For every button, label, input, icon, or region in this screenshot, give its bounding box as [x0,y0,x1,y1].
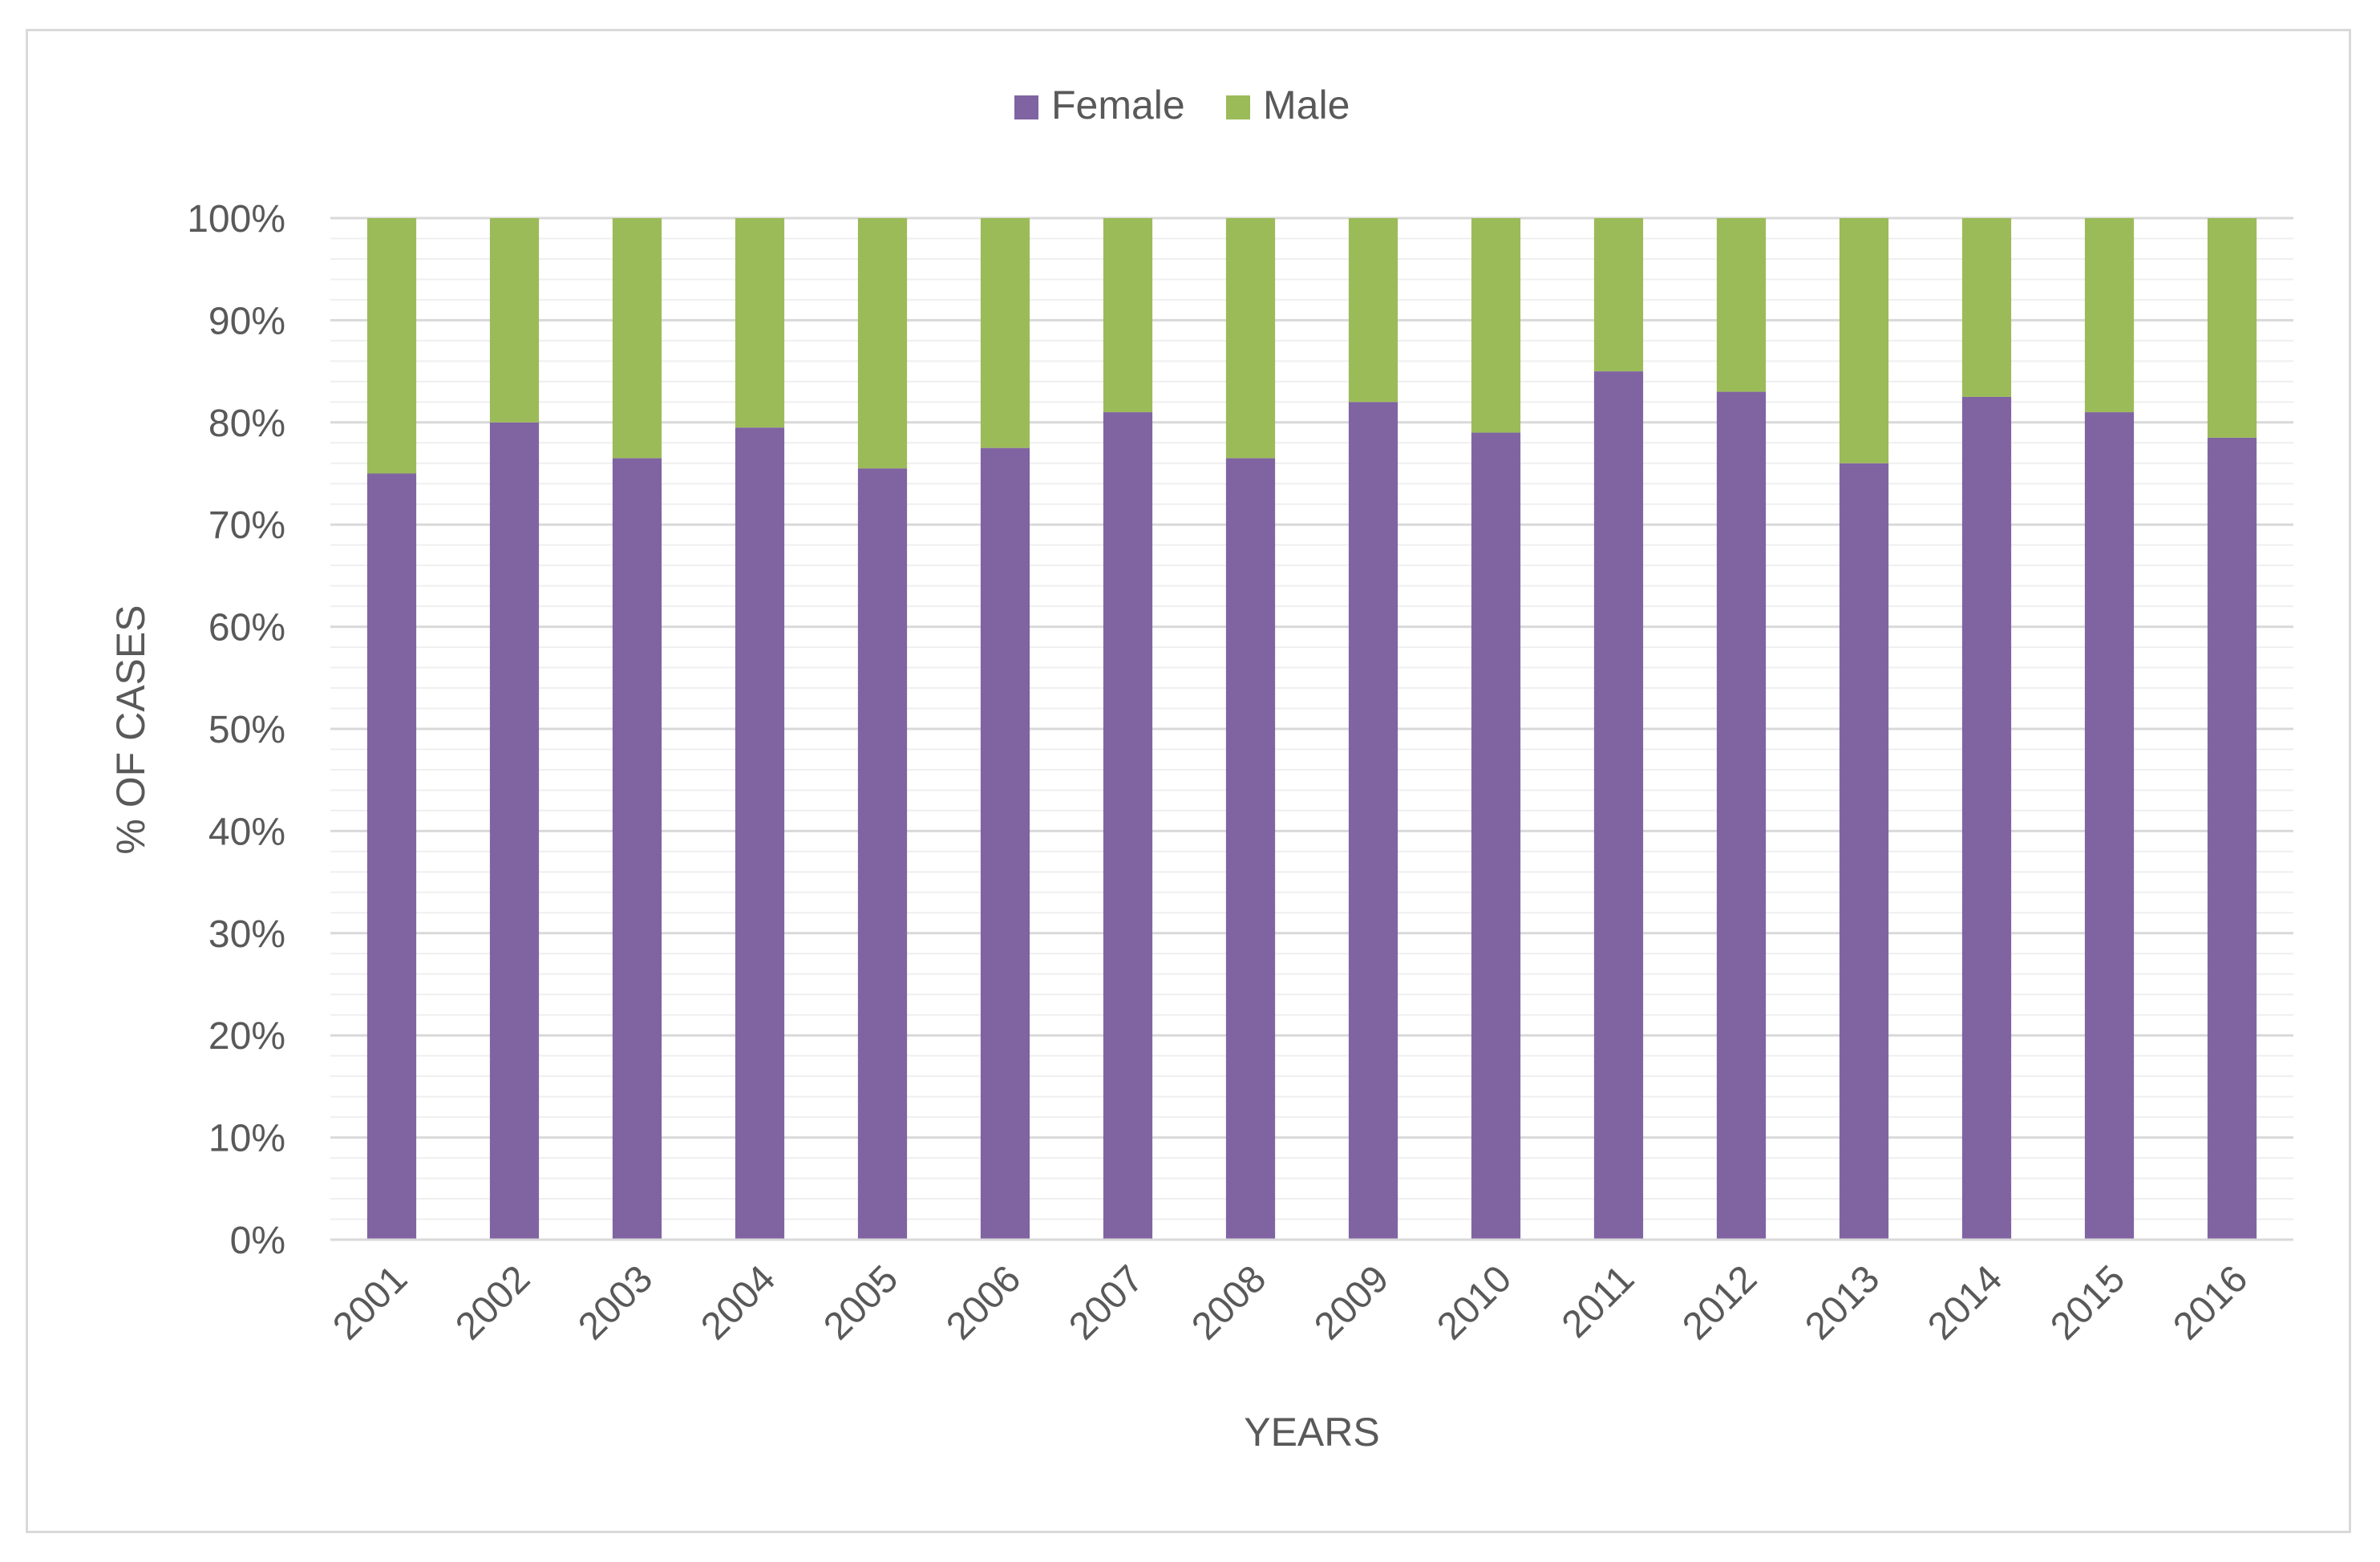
legend-label-female: Female [1051,83,1185,127]
x-tick-label: 2014 [1920,1257,2010,1348]
x-tick-label: 2009 [1306,1257,1397,1348]
bar-male-2010 [1471,218,1521,433]
bar-male-2013 [1839,218,1889,463]
bar-female-2005 [857,468,908,1240]
bar-male-2008 [1225,218,1276,459]
bar-female-2015 [2084,412,2135,1240]
x-tick-label: 2005 [816,1257,906,1348]
x-tick-label: 2010 [1429,1257,1520,1348]
legend-swatch-male [1226,95,1250,119]
bar-female-2008 [1225,458,1276,1240]
legend-swatch-female [1014,95,1038,119]
bar-male-2007 [1103,218,1153,413]
bar-male-2011 [1593,218,1644,372]
x-tick-label: 2011 [1554,1257,1642,1346]
bar-female-2009 [1348,402,1398,1240]
bar-female-2010 [1471,432,1521,1240]
bar-male-2009 [1348,218,1398,403]
x-tick-label: 2008 [1184,1257,1274,1348]
bar-male-2006 [980,218,1030,448]
x-axis-label: YEARS [1244,1410,1380,1455]
y-tick-label: 30% [208,913,285,956]
bar-male-2003 [612,218,662,459]
legend: Female Male [1014,83,1350,127]
y-tick-label: 60% [208,607,285,649]
bar-female-2002 [489,422,540,1240]
y-tick-label: 80% [208,403,285,445]
x-tick-label: 2013 [1797,1257,1888,1348]
y-tick-label: 50% [208,709,285,751]
bar-male-2016 [2207,218,2257,438]
x-tick-label: 2012 [1674,1257,1765,1348]
y-tick-labels: 0% 10% 20% 30% 40% 50% 60% 70% 80% 90% 100% [187,198,285,1262]
y-tick-label: 20% [208,1015,285,1058]
bar-female-2001 [366,473,417,1240]
bar-female-2013 [1839,463,1889,1240]
y-tick-label: 100% [187,198,285,241]
bars [366,218,2257,1240]
y-tick-label: 70% [208,504,285,547]
y-axis-label: % OF CASES [108,605,153,854]
bar-female-2014 [1961,396,2012,1240]
x-tick-label: 2001 [325,1257,415,1348]
bar-female-2006 [980,447,1030,1240]
bar-male-2002 [489,218,540,423]
bar-male-2015 [2084,218,2135,413]
x-tick-label: 2015 [2042,1257,2133,1348]
x-tick-label: 2007 [1061,1257,1152,1348]
x-tick-label: 2002 [447,1257,538,1348]
x-tick-label: 2004 [693,1257,783,1348]
x-tick-labels: 2001 2002 2003 2004 2005 2006 2007 2008 2009 2010… [325,1257,2256,1348]
bar-male-2012 [1716,218,1767,392]
bar-male-2001 [366,218,417,474]
bar-male-2005 [857,218,908,469]
x-tick-label: 2006 [938,1257,1029,1348]
bar-female-2007 [1103,412,1153,1240]
bar-male-2014 [1961,218,2012,397]
bar-male-2004 [735,218,785,428]
y-tick-label: 40% [208,811,285,853]
bar-female-2003 [612,458,662,1240]
y-tick-label: 0% [230,1220,285,1262]
bar-female-2011 [1593,371,1644,1240]
bar-female-2016 [2207,437,2257,1240]
legend-label-male: Male [1263,83,1350,127]
y-tick-label: 10% [208,1118,285,1160]
bar-female-2004 [735,427,785,1240]
y-tick-label: 90% [208,300,285,342]
bar-female-2012 [1716,391,1767,1240]
x-tick-label: 2016 [2165,1257,2256,1348]
x-tick-label: 2003 [570,1257,661,1348]
